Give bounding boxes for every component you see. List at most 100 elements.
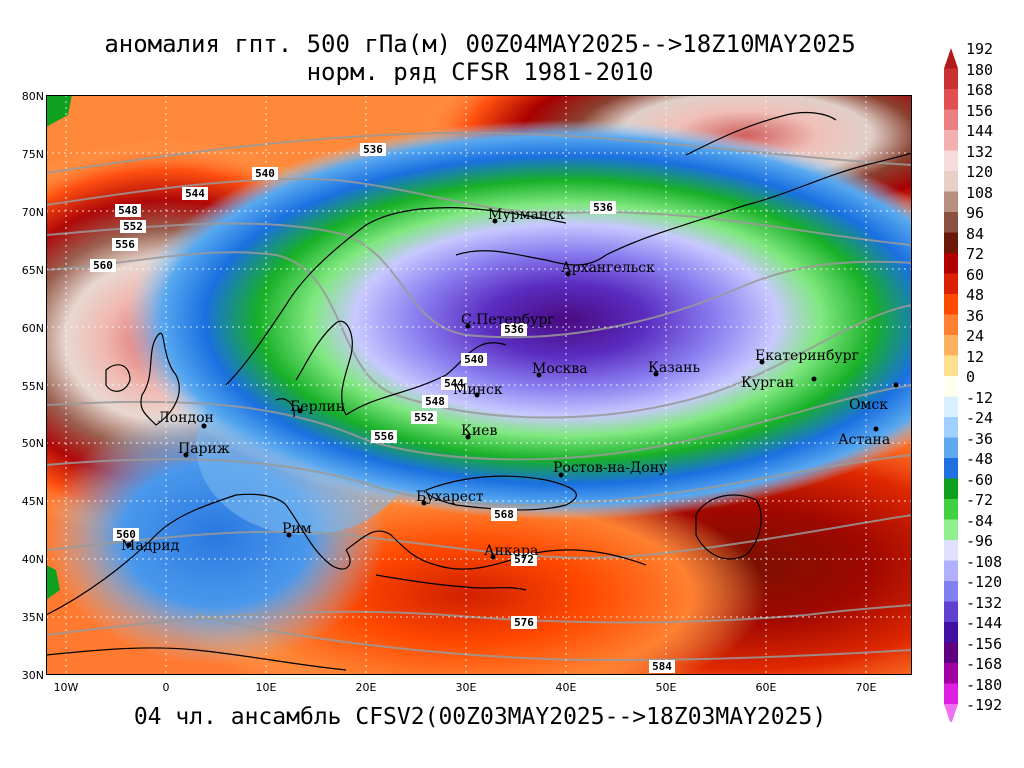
colorbar-label: -24 — [966, 409, 994, 427]
colorbar-swatch — [944, 355, 958, 377]
colorbar-label: 132 — [966, 142, 994, 161]
contour-label: 552 — [411, 411, 437, 424]
colorbar-swatch — [944, 704, 958, 722]
city-bucharest: Бухарест — [416, 489, 484, 506]
lat-label: 65N — [21, 264, 44, 277]
svg-text:548: 548 — [425, 395, 445, 408]
colorbar-label: -132 — [966, 593, 1003, 612]
city-markers: Мурманск Архангельск С.Петербург Москва … — [121, 207, 899, 560]
contour-label: 544 — [182, 187, 208, 200]
lat-label: 30N — [21, 669, 44, 682]
lat-label: 55N — [21, 380, 44, 393]
map-subtitle: норм. ряд CFSR 1981-2010 — [306, 58, 654, 86]
svg-text:Бухарест: Бухарест — [416, 489, 484, 505]
colorbar-label: 60 — [966, 265, 985, 284]
city-omsk: Омск — [849, 382, 899, 413]
contour-label: 552 — [120, 220, 146, 233]
colorbar-label: 156 — [966, 101, 994, 120]
city-paris: Париж — [178, 441, 230, 458]
colorbar-swatch — [944, 478, 958, 500]
colorbar — [944, 48, 958, 722]
lon-label: 20E — [355, 681, 377, 694]
svg-text:560: 560 — [116, 528, 136, 541]
colorbar-label: -144 — [966, 614, 1003, 632]
svg-text:Лондон: Лондон — [158, 410, 214, 426]
colorbar-swatch — [944, 89, 958, 110]
colorbar-label: 192 — [966, 40, 994, 58]
colorbar-label: 36 — [966, 306, 985, 325]
svg-text:Москва: Москва — [532, 361, 588, 377]
city-rostov: Ростов-на-Дону — [553, 460, 668, 478]
colorbar-swatch — [944, 581, 958, 602]
colorbar-swatch — [944, 130, 958, 151]
lon-label: 10E — [255, 681, 277, 694]
svg-text:Астана: Астана — [838, 432, 890, 448]
colorbar-swatch — [944, 540, 958, 561]
city-kurgan: Курган — [741, 375, 817, 391]
colorbar-swatch — [944, 48, 958, 69]
map-footer: 04 чл. ансамбль CFSV2(00Z03MAY2025-->18Z… — [133, 704, 827, 730]
colorbar-label: -96 — [966, 532, 994, 550]
map-frame — [46, 95, 912, 675]
contour-label: 536 — [590, 201, 616, 214]
lat-label: 60N — [21, 322, 44, 335]
svg-text:Анкара: Анкара — [484, 543, 538, 559]
colorbar-swatch — [944, 273, 958, 295]
graticule — [46, 95, 912, 675]
city-murmansk: Мурманск — [488, 207, 565, 224]
svg-text:Курган: Курган — [741, 375, 794, 391]
svg-text:Мадрид: Мадрид — [121, 538, 180, 554]
svg-text:Мурманск: Мурманск — [488, 207, 565, 223]
svg-text:552: 552 — [123, 220, 143, 233]
city-berlin: Берлин — [290, 399, 345, 415]
lon-label: 0 — [162, 681, 170, 694]
colorbar-label: -120 — [966, 573, 1003, 591]
svg-text:Архангельск: Архангельск — [561, 260, 655, 276]
svg-text:Париж: Париж — [178, 441, 230, 457]
svg-text:576: 576 — [514, 616, 534, 629]
lon-label: 30E — [455, 681, 477, 694]
lon-label: 50E — [655, 681, 677, 694]
colorbar-label: 84 — [966, 224, 985, 243]
colorbar-label: 24 — [966, 327, 985, 345]
lat-label: 80N — [21, 90, 44, 103]
contour-label: 572 — [511, 553, 537, 566]
lat-label: 70N — [21, 206, 44, 219]
svg-text:С.Петербург: С.Петербург — [461, 312, 555, 328]
city-arkhangelsk: Архангельск — [561, 260, 655, 277]
colorbar-label: 0 — [966, 368, 976, 386]
svg-text:556: 556 — [115, 238, 135, 251]
anomaly-map: 536 540 544 548 552 556 560 536 536 540 … — [46, 95, 912, 675]
contour-label: 536 — [501, 323, 527, 336]
colorbar-swatch — [944, 109, 958, 131]
colorbar-swatch — [944, 294, 958, 315]
contour-label: 568 — [491, 508, 517, 521]
colorbar-label: -84 — [966, 511, 994, 530]
colorbar-swatch — [944, 232, 958, 254]
contour-label: 576 — [511, 616, 537, 629]
colorbar-swatch — [944, 376, 958, 397]
lon-label: 40E — [555, 681, 577, 694]
svg-text:536: 536 — [504, 323, 524, 336]
contour-label: 544 — [441, 377, 467, 390]
contour-label-group: 536 540 544 548 552 556 560 536 536 540 … — [90, 143, 675, 673]
colorbar-label: 96 — [966, 204, 985, 222]
svg-text:572: 572 — [514, 553, 534, 566]
city-kyiv: Киев — [461, 423, 497, 440]
colorbar-swatch — [944, 601, 958, 623]
svg-text:Екатеринбург: Екатеринбург — [755, 348, 859, 364]
svg-text:548: 548 — [118, 204, 138, 217]
city-yekaterinburg: Екатеринбург — [755, 348, 859, 365]
colorbar-swatch — [944, 253, 958, 274]
colorbar-label: -60 — [966, 470, 994, 489]
contour-label: 540 — [461, 353, 487, 366]
colorbar-swatch — [944, 437, 958, 459]
colorbar-swatch — [944, 191, 958, 213]
colorbar-swatch — [944, 314, 958, 336]
colorbar-label: 180 — [966, 60, 994, 79]
colorbar-label: -168 — [966, 655, 1003, 673]
city-minsk: Минск — [453, 382, 503, 398]
svg-text:540: 540 — [464, 353, 484, 366]
lon-label: 70E — [855, 681, 877, 694]
svg-text:Омск: Омск — [849, 397, 888, 413]
